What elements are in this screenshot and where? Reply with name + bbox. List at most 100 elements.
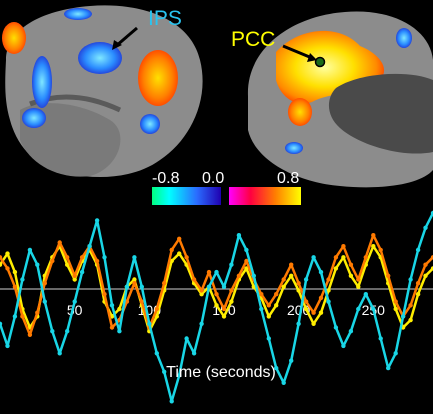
series-0-point-43 [318, 310, 324, 315]
series-2-point-45 [333, 325, 339, 330]
series-2-point-6 [42, 299, 47, 304]
series-2-point-29 [214, 269, 219, 275]
series-2-point-12 [87, 244, 92, 249]
series-2-point-56 [415, 247, 421, 253]
series-1-point-56 [415, 281, 421, 286]
series-2-point-1 [5, 343, 10, 349]
series-0-point-1 [5, 251, 10, 256]
series-2-point-46 [341, 343, 346, 349]
series-0-point-44 [326, 288, 331, 293]
frontal-cold-blob [32, 56, 52, 108]
series-2-point-51 [378, 336, 383, 341]
series-0-point-30 [221, 314, 227, 319]
series-2-point-0 [0, 321, 3, 326]
series-1-point-26 [191, 277, 197, 282]
series-1-point-46 [341, 244, 346, 249]
temporal-cold-blob [22, 108, 46, 128]
series-0-point-57 [423, 273, 428, 278]
series-1-point-2 [12, 284, 18, 289]
series-1-point-14 [102, 292, 107, 297]
series-1-point-0 [0, 255, 3, 260]
series-1-point-21 [154, 306, 159, 312]
series-1-point-23 [169, 247, 174, 253]
timeseries-chart: 50100150200250 Time (seconds) [0, 210, 433, 404]
series-2-point-49 [363, 292, 368, 297]
series-1-point-45 [333, 255, 339, 260]
series-1-point-33 [244, 258, 249, 264]
series-1-point-29 [214, 292, 219, 297]
series-0-point-10 [72, 277, 77, 282]
series-2-point-17 [124, 284, 130, 289]
series-2-point-9 [65, 329, 70, 334]
series-1-point-48 [356, 277, 361, 282]
series-1-point-3 [20, 314, 25, 319]
ips-arrow-head [112, 40, 122, 50]
series-lines [0, 210, 433, 404]
series-1-point-55 [408, 303, 413, 308]
series-1-point-7 [50, 258, 55, 264]
series-0-point-36 [266, 314, 271, 319]
series-2-point-5 [35, 262, 40, 267]
right-hemisphere [247, 11, 433, 188]
series-2-point-33 [244, 247, 249, 253]
series-1-point-31 [229, 288, 234, 293]
series-2-point-20 [147, 321, 152, 326]
series-2-point-54 [400, 314, 406, 319]
series-1-point-52 [386, 273, 391, 278]
series-0-point-39 [289, 273, 294, 278]
series-2-point-41 [303, 277, 309, 282]
series-2-point-13 [94, 218, 100, 223]
ips-label: IPS [148, 7, 182, 30]
superior-cold-blob [64, 8, 92, 20]
pcc-label: PCC [231, 28, 275, 51]
series-0-point-42 [311, 321, 316, 326]
series-2-point-15 [109, 303, 115, 308]
series-1-point-44 [326, 277, 331, 282]
series-0-point-46 [341, 255, 346, 260]
series-1-point-27 [199, 288, 204, 293]
series-2-point-58 [430, 210, 433, 216]
ips-cold-blob [78, 42, 122, 74]
series-1-point-22 [162, 281, 167, 286]
series-2-point-18 [132, 255, 137, 260]
pcc-arrow [282, 44, 313, 60]
series-0-point-0 [0, 262, 3, 267]
series-2-point-48 [356, 306, 361, 312]
series-2-point-42 [311, 255, 316, 260]
series-1-point-1 [5, 266, 10, 271]
series-2-point-39 [289, 358, 294, 363]
ips-arrow [115, 26, 138, 48]
colorbar-min-label: -0.8 [152, 170, 180, 187]
colorbar-max-label: 0.8 [277, 170, 299, 187]
series-2-point-34 [251, 273, 256, 278]
left-hemisphere [2, 5, 203, 178]
series-2-point-40 [296, 321, 301, 326]
series-0-point-31 [229, 299, 234, 304]
series-1-point-57 [423, 262, 428, 267]
series-1-point-37 [274, 292, 279, 297]
series-0-point-29 [214, 303, 219, 308]
occipital-cold-blob [140, 114, 160, 134]
pcc-seed-marker [314, 56, 326, 68]
series-2-point-36 [266, 336, 271, 341]
series-1-point-4 [27, 332, 33, 337]
series-2-point-43 [318, 269, 324, 275]
series-2-point-8 [57, 351, 62, 356]
corpus-callosum [328, 73, 433, 154]
series-1-point-24 [177, 236, 182, 241]
series-0-point-38 [281, 284, 286, 289]
x-axis-label: Time (seconds) [166, 364, 276, 381]
series-1-point-35 [259, 292, 264, 297]
frontal-hot-blob [2, 22, 26, 54]
series-2-point-31 [229, 262, 234, 267]
series-0-point-48 [356, 284, 361, 289]
series-1-point-8 [57, 240, 62, 245]
series-1-point-10 [72, 273, 77, 278]
series-0-point-24 [177, 251, 182, 256]
series-2-point-47 [348, 329, 354, 334]
series-2-point-3 [20, 277, 25, 282]
series-0-point-58 [430, 266, 433, 271]
series-2-point-10 [72, 299, 77, 304]
colorbar-positive [229, 187, 301, 205]
